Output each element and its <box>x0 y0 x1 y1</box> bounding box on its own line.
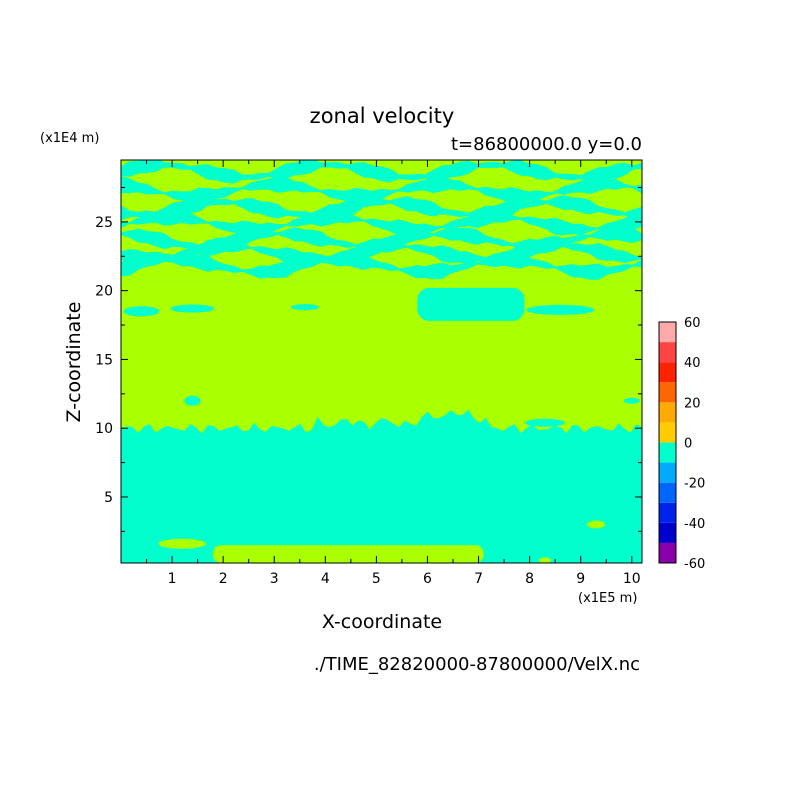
colorbar-tick-label: -40 <box>684 517 705 532</box>
x-tick-label: 6 <box>423 571 432 587</box>
negative-band <box>121 238 642 266</box>
region-negative-patch <box>417 287 525 321</box>
colorbar-segment <box>659 502 676 523</box>
negative-band <box>121 252 642 280</box>
colorbar-segment <box>659 522 676 543</box>
colorbar-tick-label: -60 <box>684 557 705 572</box>
y-tick-label: 5 <box>104 490 113 506</box>
plot-frame <box>120 159 643 564</box>
y-scale-note: (x1E4 m) <box>40 131 99 146</box>
negative-patch <box>123 306 160 317</box>
positive-patch <box>538 557 551 563</box>
negative-patch <box>524 418 565 427</box>
x-tick-label: 3 <box>270 571 279 587</box>
colorbar-tick-label: 20 <box>684 396 701 411</box>
negative-band <box>121 160 642 184</box>
colorbar-tick-label: 60 <box>684 316 701 331</box>
y-axis-label: Z-coordinate <box>63 302 85 423</box>
x-scale-note: (x1E5 m) <box>578 591 637 606</box>
negative-patch <box>184 395 201 406</box>
y-tick-label: 25 <box>95 215 113 231</box>
negative-band <box>121 195 642 222</box>
colorbar-segment <box>659 402 676 423</box>
colorbar-segment <box>659 422 676 443</box>
colorbar: 60 40 20 0 -20 -40 -60 <box>658 316 705 572</box>
x-axis: 1 2 3 4 5 6 7 8 9 10 <box>146 160 641 587</box>
colorbar-segment <box>659 462 676 483</box>
negative-patch <box>526 304 595 315</box>
x-tick-label: 4 <box>321 571 330 587</box>
y-tick-label: 20 <box>95 284 113 300</box>
x-tick-label: 1 <box>168 571 177 587</box>
colorbar-segment <box>659 382 676 403</box>
plot-area <box>120 159 643 564</box>
negative-band <box>121 175 642 206</box>
x-axis-label: X-coordinate <box>322 611 442 633</box>
negative-patch <box>290 304 319 311</box>
colorbar-segment <box>659 542 676 563</box>
region-bottom-positive <box>212 545 484 563</box>
x-tick-label: 7 <box>474 571 483 587</box>
negative-band <box>121 226 642 253</box>
x-tick-label: 9 <box>576 571 585 587</box>
colorbar-segment <box>659 362 676 383</box>
source-note: ./TIME_82820000-87800000/VelX.nc <box>314 654 640 675</box>
negative-patch <box>623 397 640 404</box>
chart-title: zonal velocity <box>310 104 455 128</box>
y-tick-label: 10 <box>95 421 113 437</box>
x-tick-label: 5 <box>372 571 381 587</box>
chart-subtitle: t=86800000.0 y=0.0 <box>451 134 642 155</box>
colorbar-segment <box>659 322 676 343</box>
y-axis: 5 10 15 20 25 <box>95 187 642 532</box>
x-tick-label: 2 <box>219 571 228 587</box>
x-tick-label: 8 <box>525 571 534 587</box>
y-tick-label: 15 <box>95 352 113 368</box>
colorbar-tick-label: -20 <box>684 477 705 492</box>
x-tick-label: 10 <box>623 571 641 587</box>
colorbar-tick-label: 40 <box>684 356 701 371</box>
negative-band <box>121 208 642 238</box>
positive-patch <box>158 538 207 549</box>
colorbar-segment <box>659 342 676 363</box>
negative-patch <box>170 304 215 313</box>
colorbar-segment <box>659 482 676 503</box>
positive-patch <box>587 520 606 529</box>
colorbar-tick-label: 0 <box>684 437 692 452</box>
colorbar-segment <box>659 442 676 463</box>
colorbar-frame <box>658 321 677 564</box>
